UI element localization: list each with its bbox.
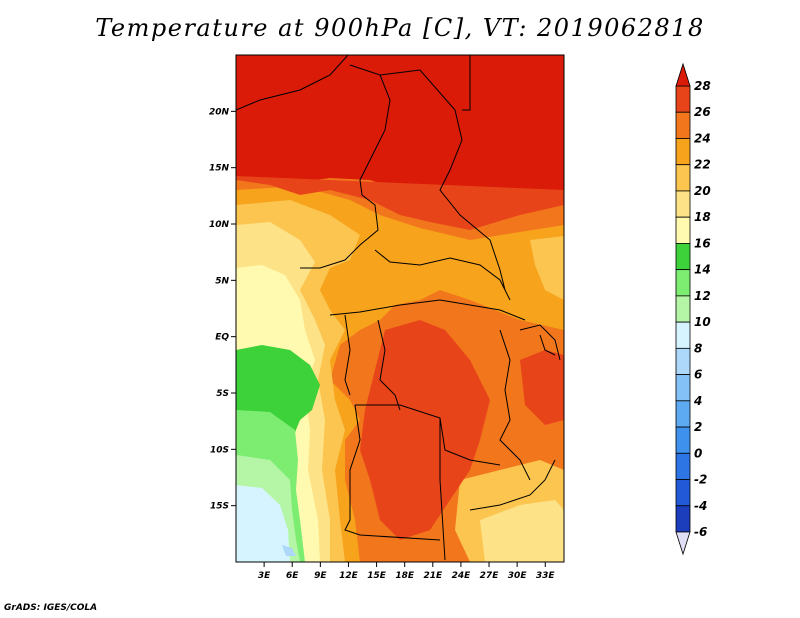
temperature-field <box>236 55 564 562</box>
chart-title: Temperature at 900hPa [C], VT: 201906281… <box>95 14 705 42</box>
colorbar-label: 4 <box>693 394 702 408</box>
colorbar-swatch <box>675 374 691 402</box>
colorbar-swatch <box>675 505 691 533</box>
temp-band-18-20-south <box>480 500 564 562</box>
temp-band-20-22-east <box>530 236 564 300</box>
colorbar-swatch <box>675 111 691 139</box>
colorbar-swatch <box>675 85 691 113</box>
border-line <box>469 459 556 511</box>
temp-band-6-8 <box>282 545 296 556</box>
colorbar-label: 8 <box>694 341 702 355</box>
border-line <box>374 249 511 301</box>
y-axis: 20N 15N 10N 5N EQ 5S 10S 15S <box>209 107 236 512</box>
temp-band-26-28 <box>236 55 564 195</box>
colorbar-label: 20 <box>694 184 711 198</box>
border-line <box>439 418 446 561</box>
border-line <box>377 319 401 411</box>
border-line <box>355 404 501 466</box>
x-tick-label: 3E <box>258 571 271 581</box>
colorbar-swatch <box>675 321 691 349</box>
x-tick-label: 6E <box>286 571 299 581</box>
colorbar-max-triangle <box>675 62 691 87</box>
colorbar-swatch <box>675 295 691 323</box>
colorbar-label: 2 <box>694 420 702 434</box>
x-tick-label: 12E <box>339 571 359 581</box>
colorbar-label: 10 <box>694 315 711 329</box>
y-tick-label: 10S <box>210 445 229 455</box>
colorbar-label: -4 <box>694 499 707 513</box>
colorbar-swatch <box>675 190 691 218</box>
border-line <box>462 55 471 111</box>
y-tick-label: 15S <box>210 502 229 512</box>
colorbar-label: 16 <box>694 236 711 250</box>
x-tick-label: 18E <box>395 571 415 581</box>
colorbar-swatch <box>675 400 691 428</box>
x-tick-label: 15E <box>367 571 387 581</box>
colorbar-label: 6 <box>694 368 702 382</box>
x-tick-label: 27E <box>480 571 500 581</box>
y-tick-label: EQ <box>215 333 229 343</box>
temp-band-26-28-central <box>360 320 490 540</box>
y-tick-label: 20N <box>209 107 230 117</box>
y-tick-label: 5S <box>216 389 229 399</box>
border-line <box>300 64 391 269</box>
colorbar-label: 22 <box>694 158 711 172</box>
y-tick-label: 5N <box>215 276 229 286</box>
credit-text: GrADS: IGES/COLA <box>4 603 98 613</box>
y-tick-label: 10N <box>209 220 230 230</box>
colorbar-swatch <box>675 164 691 192</box>
colorbar-swatch <box>675 243 691 271</box>
colorbar-label: 0 <box>694 446 702 460</box>
temp-band-26-28-east <box>520 350 564 425</box>
border-line <box>539 334 556 356</box>
border-line <box>344 314 351 396</box>
colorbar-swatch <box>675 269 691 297</box>
map-frame <box>235 54 565 563</box>
colorbar-label: 26 <box>694 105 711 119</box>
border-line <box>379 69 506 291</box>
x-tick-label: 9E <box>314 571 327 581</box>
colorbar-swatch <box>675 452 691 480</box>
colorbar-label: -6 <box>694 525 707 539</box>
country-borders <box>236 55 561 561</box>
border-line <box>344 404 441 541</box>
x-tick-label: 33E <box>536 571 556 581</box>
colorbar-label: -2 <box>694 473 707 487</box>
colorbar-swatch <box>675 347 691 375</box>
border-line <box>499 329 531 481</box>
temp-band-26-28-north <box>236 176 564 230</box>
colorbar-label: 24 <box>694 131 711 145</box>
border-line <box>329 299 526 321</box>
colorbar-min-triangle <box>675 531 691 556</box>
border-line <box>236 55 349 111</box>
y-tick-label: 15N <box>209 164 230 174</box>
x-tick-label: 21E <box>423 571 443 581</box>
colorbar-label: 28 <box>694 79 711 93</box>
colorbar-label: 14 <box>694 263 711 277</box>
colorbar-swatch <box>675 479 691 507</box>
x-tick-label: 24E <box>452 571 472 581</box>
temp-band-8-10 <box>236 485 290 562</box>
colorbar-swatch <box>675 216 691 244</box>
colorbar-label: 12 <box>694 289 711 303</box>
x-tick-label: 30E <box>508 571 528 581</box>
colorbar-label: 18 <box>694 210 711 224</box>
colorbar-swatch <box>675 426 691 454</box>
colorbar-swatch <box>675 138 691 166</box>
x-axis: 3E 6E 9E 12E 15E 18E 21E 24E 27E 30E 33E <box>258 562 556 581</box>
border-line <box>519 324 561 361</box>
